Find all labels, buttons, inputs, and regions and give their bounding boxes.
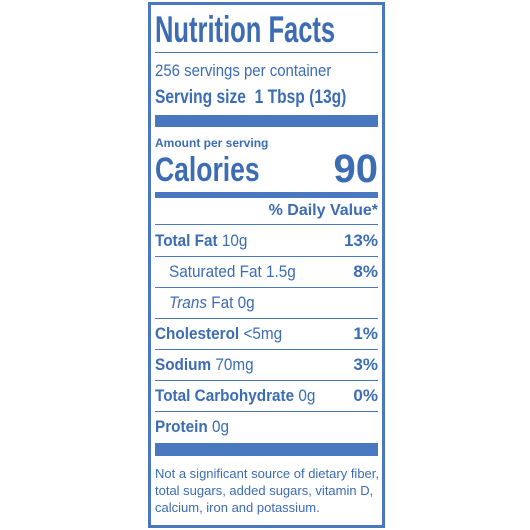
nutrient: Trans Fat 0g [169,294,264,311]
daily-value-header: % Daily Value* [268,202,378,219]
nutrient: Protein 0g [155,418,237,435]
nutrient-name: Protein [155,417,208,436]
rule [155,318,378,319]
nutrient: Sodium 70mg [155,356,265,373]
amount-per-serving: Amount per serving [155,136,269,150]
nutrient-amount: 1.5g [265,262,296,281]
nutrient-text: Protein 0g [155,418,229,435]
daily-value: 1% [353,324,378,343]
rule [155,287,378,288]
daily-value: 0% [353,386,378,405]
nutrient: Total Fat 10g [155,232,258,249]
rule [155,349,378,350]
nutrient: Cholesterol <5mg [155,325,296,342]
nutrient-name: Saturated Fat [169,262,262,281]
nutrient-name: Cholesterol [155,324,240,343]
nutrient-text: Cholesterol <5mg [155,325,282,342]
title-text: Nutrition Facts [155,9,336,50]
nutrition-label: Nutrition Facts 256 servings per contain… [148,2,385,528]
footnote-line: total sugars, added sugars, vitamin D, [155,483,374,498]
footnote-line: Not a significant source of dietary fibe… [155,466,380,481]
nutrient-text: Total Carbohydrate 0g [155,387,315,404]
nutrient-amount: 10g [221,231,248,250]
nutrient-name: Sodium [155,355,212,374]
nutrient-text: Saturated Fat 1.5g [169,263,296,280]
daily-value: 8% [353,262,378,281]
calories-value: 90 [333,147,379,191]
nutrient-amount: 0g [211,417,229,436]
servings-text: 256 servings per container [155,61,332,80]
calories-label-text: Calories [155,151,260,189]
servings: 256 servings per container [155,62,355,79]
nutrient-text: Sodium 70mg [155,356,254,373]
nutrient-name: Total Fat [155,231,218,250]
rule [155,411,378,412]
nutrient: Total Carbohydrate 0g [155,387,333,404]
nutrient-name: Total Carbohydrate [155,386,295,405]
footnote-line: calcium, iron and potassium. [155,500,320,515]
rule [155,380,378,381]
title: Nutrition Facts [155,11,416,48]
nutrient-italic: Trans [169,293,207,312]
nutrient-amount: 0g [298,386,316,405]
nutrient-text: Total Fat 10g [155,232,247,249]
calories-label: Calories [155,153,289,187]
nutrient-amount: 0g [237,293,255,312]
serving-size-label: Serving size [155,87,246,108]
rule [155,256,378,257]
serving-size: Serving size 1 Tbsp (13g) [155,88,388,107]
nutrient: Saturated Fat 1.5g [169,263,310,280]
nutrient-amount: 70mg [215,355,254,374]
serving-size-value: 1 Tbsp (13g) [254,87,347,108]
nutrient-text: Trans Fat 0g [169,294,255,311]
nutrient-name: Fat [211,293,234,312]
daily-value: 13% [343,231,378,250]
nutrient-amount: <5mg [243,324,283,343]
daily-value: 3% [353,355,378,374]
